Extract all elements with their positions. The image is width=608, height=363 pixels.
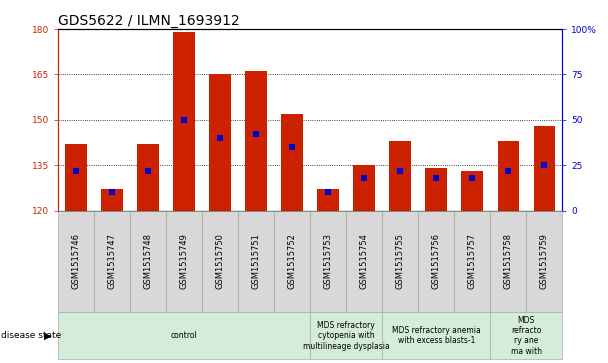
Text: GDS5622 / ILMN_1693912: GDS5622 / ILMN_1693912 [58, 14, 240, 28]
Point [359, 175, 369, 181]
Bar [209, 74, 231, 211]
Text: MDS refractory anemia
with excess blasts-1: MDS refractory anemia with excess blasts… [392, 326, 480, 346]
Text: GSM1515758: GSM1515758 [504, 233, 513, 289]
Text: GSM1515749: GSM1515749 [179, 233, 188, 289]
Point [107, 189, 117, 195]
Bar [497, 141, 519, 211]
Point [251, 131, 261, 137]
Bar [137, 144, 159, 211]
Point [179, 117, 188, 123]
Bar [534, 126, 555, 211]
Text: GSM1515747: GSM1515747 [108, 233, 116, 289]
Bar [65, 144, 86, 211]
Point [215, 135, 225, 141]
Text: GSM1515755: GSM1515755 [396, 233, 405, 289]
Point [323, 189, 333, 195]
Point [468, 175, 477, 181]
Point [431, 175, 441, 181]
Point [143, 168, 153, 174]
Bar [426, 168, 447, 211]
Point [539, 162, 549, 168]
Point [71, 168, 81, 174]
Point [503, 168, 513, 174]
Text: MDS refractory
cytopenia with
multilineage dysplasia: MDS refractory cytopenia with multilinea… [303, 321, 390, 351]
Text: disease state: disease state [1, 331, 61, 340]
Text: GSM1515756: GSM1515756 [432, 233, 441, 289]
Text: control: control [171, 331, 197, 340]
Bar [353, 165, 375, 211]
Bar [461, 171, 483, 211]
Text: GSM1515759: GSM1515759 [540, 233, 549, 289]
Bar [101, 189, 123, 211]
Text: GSM1515753: GSM1515753 [323, 233, 333, 289]
Text: GSM1515746: GSM1515746 [71, 233, 80, 289]
Bar [173, 32, 195, 211]
Point [395, 168, 405, 174]
Text: ▶: ▶ [44, 331, 52, 341]
Text: MDS
refracto
ry ane
ma with: MDS refracto ry ane ma with [511, 316, 542, 356]
Bar [317, 189, 339, 211]
Bar [245, 72, 267, 211]
Text: GSM1515751: GSM1515751 [252, 233, 260, 289]
Text: GSM1515752: GSM1515752 [288, 233, 297, 289]
Text: GSM1515750: GSM1515750 [215, 233, 224, 289]
Point [287, 144, 297, 150]
Text: GSM1515748: GSM1515748 [143, 233, 153, 289]
Text: GSM1515757: GSM1515757 [468, 233, 477, 289]
Bar [389, 141, 411, 211]
Bar [282, 114, 303, 211]
Text: GSM1515754: GSM1515754 [360, 233, 368, 289]
